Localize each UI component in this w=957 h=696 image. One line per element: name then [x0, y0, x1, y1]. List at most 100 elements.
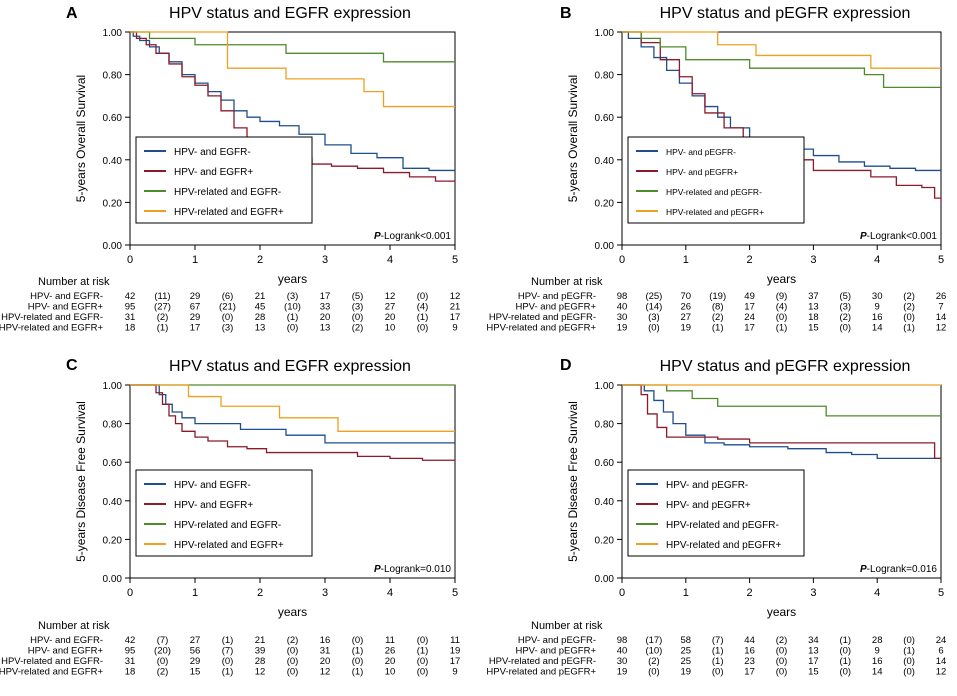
risk-cell: (3) — [222, 323, 234, 334]
y-tick-label: 0.00 — [103, 241, 123, 252]
risk-cell: 98 — [617, 291, 628, 302]
y-tick-label: 0.20 — [103, 198, 123, 209]
km-curve-series-2 — [622, 384, 941, 459]
km-panel-a: A HPV status and EGFR expression 0.00 0.20 0… — [0, 5, 460, 334]
risk-cell: 27 — [681, 312, 692, 323]
risk-cell: 9 — [452, 323, 457, 334]
pvalue-text: -Logrank<0.001 — [381, 231, 452, 242]
risk-cell: (6) — [222, 291, 234, 302]
risk-cell: 17 — [744, 302, 755, 313]
y-tick-label: 0.80 — [595, 71, 615, 82]
risk-row-label: HPV-related and pEGFR+ — [486, 667, 596, 678]
risk-cell: (17) — [645, 635, 662, 646]
risk-cell: 15 — [190, 667, 201, 678]
y-tick-label: 0.60 — [103, 113, 123, 124]
risk-cell: (1) — [352, 646, 364, 657]
risk-cell: 17 — [190, 323, 201, 334]
km-curve-series-4 — [130, 384, 455, 432]
risk-cell: (0) — [903, 635, 915, 646]
risk-cell: (1) — [417, 646, 429, 657]
x-tick-label: 2 — [747, 254, 753, 266]
y-tick-label: 0.00 — [595, 574, 615, 585]
y-tick-label: 1.00 — [103, 381, 123, 392]
risk-cell: (5) — [352, 291, 364, 302]
risk-row-label: HPV- and EGFR+ — [28, 646, 104, 657]
km-curve-series-2 — [130, 384, 456, 463]
x-tick-label: 2 — [257, 254, 263, 266]
risk-cell: (0) — [776, 667, 788, 678]
km-panel-b: B HPV status and pEGFR expression 0.00 0.20… — [486, 5, 946, 334]
pvalue-annotation: P-Logrank<0.001 — [860, 231, 937, 242]
risk-cell: 67 — [190, 302, 201, 313]
risk-cell: 31 — [320, 646, 331, 657]
risk-cell: (0) — [287, 323, 299, 334]
risk-cell: 30 — [617, 312, 628, 323]
x-axis-label: years — [278, 272, 307, 286]
risk-cell: (14) — [645, 302, 662, 313]
km-curve-series-1 — [130, 31, 455, 172]
x-axis-label: years — [278, 605, 307, 619]
risk-cell: (0) — [648, 323, 660, 334]
risk-cell: 98 — [617, 635, 628, 646]
km-curve-series-4 — [130, 31, 455, 108]
risk-cell: 16 — [320, 635, 331, 646]
risk-cell: (0) — [648, 667, 660, 678]
legend-entry: HPV- and pEGFR- — [666, 480, 748, 491]
risk-cell: (0) — [839, 646, 851, 657]
risk-cell: 17 — [744, 667, 755, 678]
risk-row-label: HPV-related and pEGFR- — [489, 312, 596, 323]
risk-cell: (27) — [154, 302, 171, 313]
risk-cell: (1) — [776, 323, 788, 334]
risk-cell: 19 — [617, 323, 628, 334]
y-tick-label: 1.00 — [595, 381, 615, 392]
pvalue-annotation: P-Logrank=0.010 — [374, 564, 451, 575]
risk-cell: 12 — [320, 667, 331, 678]
risk-cell: (2) — [839, 312, 851, 323]
legend-entry: HPV-related and EGFR+ — [174, 540, 284, 551]
risk-cell: 28 — [255, 312, 266, 323]
risk-cell: 95 — [125, 302, 136, 313]
risk-cell: (2) — [352, 323, 364, 334]
risk-cell: (3) — [648, 312, 660, 323]
legend-entry: HPV-related and EGFR- — [174, 187, 281, 198]
risk-cell: 17 — [450, 656, 461, 667]
risk-cell: 20 — [320, 656, 331, 667]
risk-cell: 9 — [875, 646, 880, 657]
risk-cell: 6 — [938, 646, 943, 657]
x-tick-label: 0 — [619, 254, 625, 266]
risk-cell: (7) — [222, 646, 234, 657]
risk-cell: 40 — [617, 646, 628, 657]
risk-cell: (0) — [712, 667, 724, 678]
risk-cell: 31 — [125, 312, 136, 323]
risk-cell: 29 — [190, 291, 201, 302]
risk-cell: 18 — [808, 312, 819, 323]
risk-cell: (2) — [903, 291, 915, 302]
risk-cell: (0) — [417, 656, 429, 667]
pvalue-annotation: P-Logrank=0.016 — [860, 564, 937, 575]
legend-entry: HPV-related and EGFR+ — [174, 207, 284, 218]
risk-cell: (0) — [222, 312, 234, 323]
risk-cell: (1) — [222, 635, 234, 646]
x-tick-label: 2 — [747, 587, 753, 599]
pvalue-text: -Logrank<0.001 — [867, 231, 938, 242]
risk-cell: 25 — [681, 646, 692, 657]
risk-cell: 31 — [125, 656, 136, 667]
risk-cell: 27 — [190, 635, 201, 646]
risk-cell: (0) — [903, 667, 915, 678]
risk-cell: 9 — [452, 667, 457, 678]
km-curve-series-1 — [622, 31, 941, 172]
risk-cell: (4) — [417, 302, 429, 313]
risk-cell: 12 — [255, 667, 266, 678]
y-tick-label: 0.80 — [103, 420, 123, 431]
risk-cell: 13 — [255, 323, 266, 334]
risk-cell: 12 — [450, 291, 461, 302]
x-tick-label: 1 — [192, 254, 198, 266]
risk-row-label: HPV- and pEGFR+ — [515, 302, 596, 313]
risk-cell: 44 — [744, 635, 755, 646]
risk-cell: 26 — [681, 302, 692, 313]
risk-cell: (1) — [417, 312, 429, 323]
km-curve-series-3 — [622, 384, 941, 417]
km-panel-d: D HPV status and pEGFR expression 0.00 0.20… — [486, 357, 946, 678]
risk-row-label: HPV- and EGFR- — [30, 291, 103, 302]
risk-cell: (9) — [776, 291, 788, 302]
